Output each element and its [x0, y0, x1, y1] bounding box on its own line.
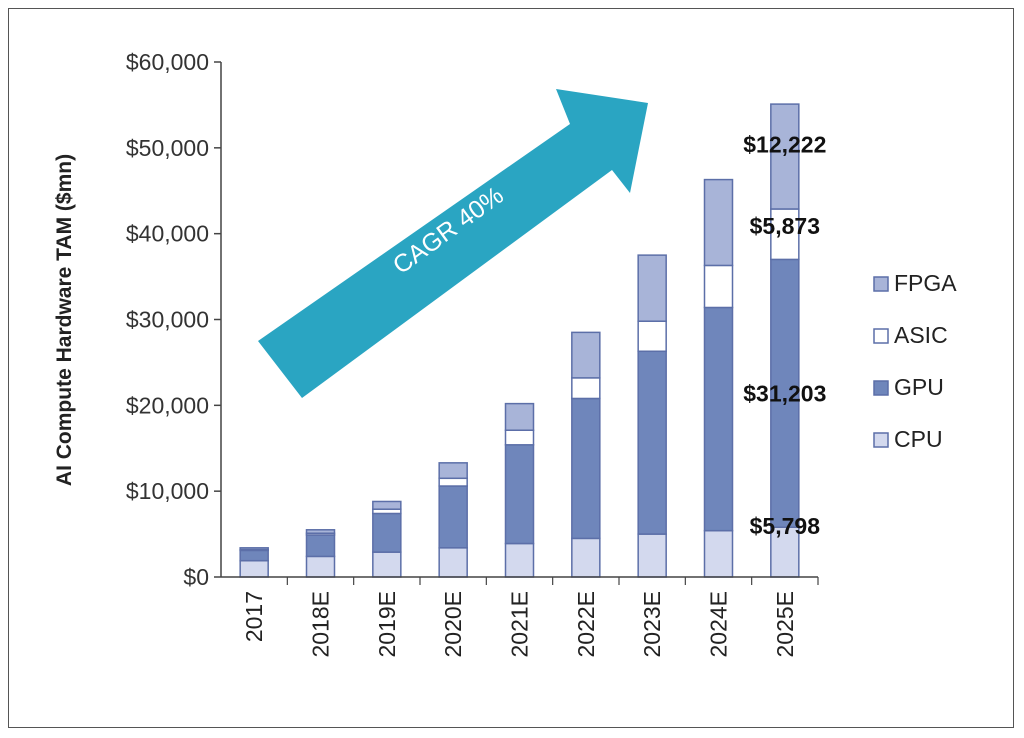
bar-fpga-2025e: [770, 103, 800, 210]
annotation-fpga: $12,222: [743, 132, 826, 158]
bar-cpu-2022e: [571, 537, 601, 578]
x-tick-label: 2023E: [639, 591, 665, 658]
cagr-arrow-shape: [258, 89, 648, 398]
bar-gpu-2021e: [504, 444, 535, 545]
legend-swatch-cpu: [873, 432, 889, 448]
legend-label-gpu: GPU: [894, 374, 944, 400]
annotation-asic: $5,873: [750, 213, 820, 239]
y-tick-label: $50,000: [126, 135, 209, 161]
bar-cpu-2017: [239, 559, 269, 578]
bar-cpu-2021e: [504, 542, 535, 578]
chart-frame: [8, 8, 1014, 728]
annotation-gpu: $31,203: [743, 380, 826, 406]
y-tick-label: $60,000: [126, 49, 209, 75]
bar-fpga-2022e: [571, 331, 601, 379]
x-tick-label: 2018E: [308, 591, 334, 658]
bar-fpga-2024e: [703, 178, 734, 267]
bar-cpu-2024e: [703, 529, 734, 578]
bar-fpga-2019e: [372, 500, 402, 510]
y-tick-label: $0: [183, 564, 209, 590]
legend: FPGA ASIC GPU CPU: [873, 270, 957, 452]
y-tick-label: $20,000: [126, 392, 209, 418]
x-tick-label: 2025E: [772, 591, 798, 658]
axes: [220, 62, 818, 578]
x-tick-label: 2022E: [573, 591, 599, 658]
bar-gpu-2024e: [703, 306, 734, 532]
bar-asic-2024e: [703, 264, 734, 309]
bars: 2017 2018E 2019E 2020E 2021E 2022E 2023E 2024E 2…: [239, 103, 819, 658]
bar-fpga-2023e: [637, 254, 667, 322]
bar-fpga-2020e: [438, 462, 468, 480]
y-axis-title: AI Compute Hardware TAM ($mn): [53, 154, 76, 486]
bar-fpga-2021e: [504, 402, 535, 431]
legend-label-fpga: FPGA: [894, 270, 957, 296]
bar-gpu-2017: [239, 549, 269, 562]
bar-fpga-2017: [239, 547, 269, 551]
bar-cpu-2020e: [438, 547, 468, 578]
legend-swatch-gpu: [873, 380, 889, 396]
bar-cpu-2018e: [305, 555, 336, 578]
legend-label-cpu: CPU: [894, 426, 943, 452]
legend-label-asic: ASIC: [894, 322, 948, 348]
bar-gpu-2018e: [305, 534, 336, 558]
bar-asic-2021e: [504, 429, 535, 446]
x-tick-label: 2017: [241, 591, 267, 642]
y-tick-label: $10,000: [126, 478, 209, 504]
x-tick-label: 2024E: [706, 591, 732, 658]
bar-cpu-2019e: [372, 551, 402, 578]
legend-swatch-fpga: [873, 276, 889, 292]
x-tick-label: 2021E: [507, 591, 533, 658]
bar-gpu-2023e: [637, 350, 667, 535]
y-axis-ticks: $0 $10,000 $20,000 $30,000 $40,000 $50,000 $60…: [126, 49, 221, 590]
x-tick-label: 2020E: [440, 591, 466, 658]
legend-swatch-asic: [873, 328, 889, 344]
x-tick-label: 2019E: [374, 591, 400, 658]
bar-gpu-2020e: [438, 485, 468, 549]
bar-gpu-2019e: [372, 512, 402, 553]
bar-cpu-2023e: [637, 533, 667, 578]
y-tick-label: $30,000: [126, 307, 209, 333]
y-tick-label: $40,000: [126, 221, 209, 247]
bar-asic-2022e: [571, 377, 601, 400]
bar-asic-2023e: [637, 320, 667, 353]
value-annotations: $12,222 $5,873 $31,203 $5,798: [743, 132, 826, 540]
bar-fpga-2018e: [305, 529, 336, 534]
bar-asic-2020e: [438, 477, 468, 487]
annotation-cpu: $5,798: [750, 513, 821, 539]
bar-gpu-2022e: [571, 397, 601, 540]
